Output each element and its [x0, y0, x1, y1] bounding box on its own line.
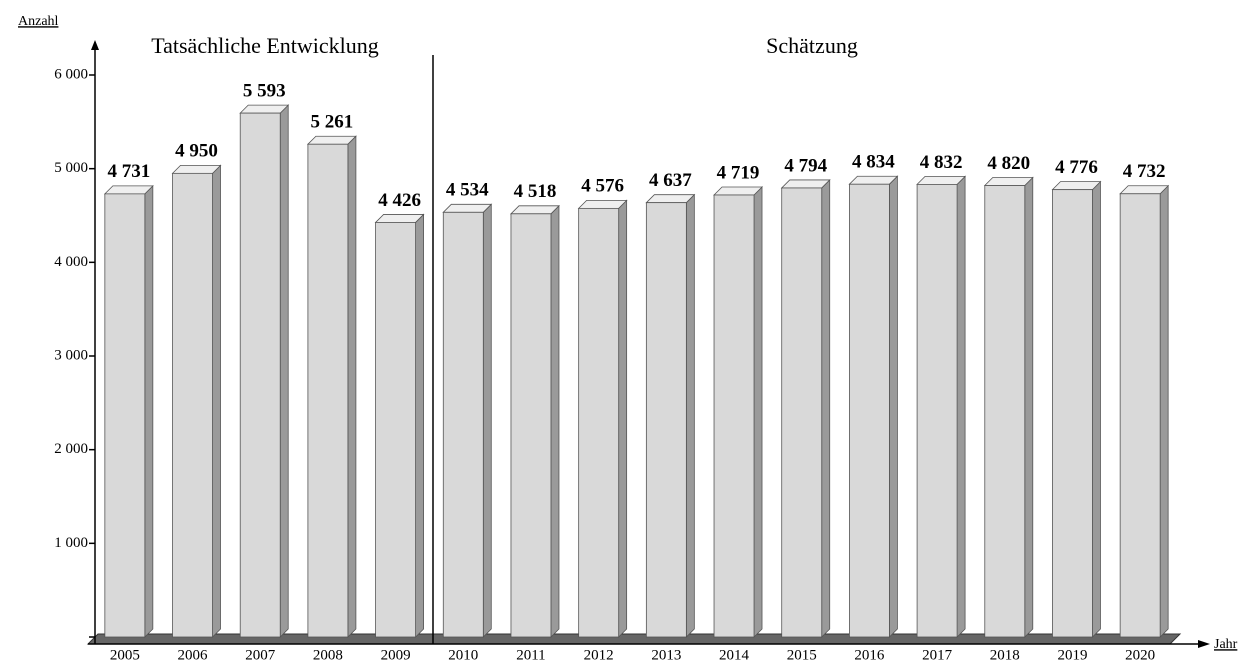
- bar: [645, 202, 687, 638]
- bar-side: [821, 178, 831, 638]
- bar-side: [144, 184, 154, 638]
- annotation: Tatsächliche Entwicklung: [151, 33, 379, 58]
- bar-top: [306, 135, 357, 145]
- bar-side: [618, 199, 628, 638]
- bar: [849, 183, 890, 638]
- y-tick-label: 3 000: [54, 347, 88, 363]
- bar: [307, 143, 349, 638]
- bar: [578, 207, 620, 638]
- bar-top: [848, 175, 899, 185]
- data-label: 4 534: [446, 180, 489, 201]
- data-label: 4 820: [987, 153, 1030, 174]
- bar-top: [103, 185, 154, 195]
- bar-side: [482, 203, 492, 638]
- data-label: 4 719: [717, 162, 760, 183]
- bar-side: [212, 164, 221, 638]
- bar-side: [550, 204, 560, 638]
- bar: [984, 185, 1026, 638]
- bar: [104, 193, 146, 638]
- data-label: 4 794: [784, 155, 827, 176]
- x-tick-label: 2018: [990, 647, 1020, 663]
- bar-top: [983, 177, 1034, 186]
- x-tick-label: 2006: [178, 647, 209, 663]
- bar-top: [374, 214, 425, 223]
- x-axis-arrow: [1198, 640, 1210, 648]
- data-label: 4 518: [514, 181, 557, 202]
- x-axis-label: Jahr: [1214, 637, 1238, 652]
- data-label: 5 593: [243, 80, 286, 101]
- x-tick-label: 2016: [854, 647, 885, 663]
- bar-top: [442, 203, 493, 213]
- bar-side: [1024, 176, 1034, 638]
- data-label: 4 732: [1123, 161, 1166, 182]
- bar-top: [171, 164, 222, 174]
- bar: [781, 187, 823, 638]
- bar-top: [577, 199, 628, 209]
- y-tick-label: 2 000: [54, 441, 88, 457]
- y-tick-label: 5 000: [54, 160, 88, 176]
- data-label: 4 576: [581, 176, 624, 197]
- bar: [442, 211, 484, 638]
- annotation: Schätzung: [766, 33, 858, 58]
- y-axis-label: Anzahl: [18, 14, 59, 29]
- x-tick-label: 2020: [1125, 647, 1155, 663]
- x-tick-label: 2007: [245, 647, 276, 663]
- x-tick-label: 2015: [787, 647, 817, 663]
- x-tick-label: 2014: [719, 647, 750, 663]
- data-label: 4 832: [920, 152, 963, 173]
- x-tick-label: 2005: [110, 647, 140, 663]
- data-label: 4 637: [649, 170, 692, 191]
- bar-top: [1119, 185, 1170, 195]
- bar: [375, 222, 416, 638]
- y-axis-arrow: [91, 40, 99, 50]
- x-tick-label: 2013: [651, 647, 681, 663]
- x-tick-label: 2010: [448, 647, 478, 663]
- bar-top: [510, 205, 560, 215]
- bar-side: [415, 213, 424, 638]
- x-tick-label: 2008: [313, 647, 343, 663]
- bar-top: [780, 179, 831, 189]
- y-tick-label: 4 000: [54, 254, 88, 270]
- x-tick-label: 2017: [922, 647, 953, 663]
- bar-top: [916, 176, 967, 185]
- x-tick-label: 2011: [516, 647, 545, 663]
- bar-side: [1159, 184, 1169, 638]
- x-tick-label: 2012: [584, 647, 614, 663]
- x-tick-label: 2019: [1057, 647, 1087, 663]
- data-label: 4 426: [378, 190, 421, 211]
- bar: [916, 184, 958, 638]
- bar: [239, 112, 281, 638]
- y-tick-label: 1 000: [54, 535, 88, 551]
- bar: [713, 194, 755, 638]
- x-tick-label: 2009: [381, 647, 411, 663]
- y-tick-label: 6 000: [54, 66, 88, 82]
- bar-side: [279, 104, 289, 638]
- bar-side: [956, 175, 966, 638]
- bar: [1119, 193, 1161, 638]
- data-label: 4 950: [175, 141, 218, 162]
- bar: [172, 172, 213, 638]
- bar: [510, 213, 552, 638]
- bar-top: [1051, 181, 1102, 191]
- bar-side: [347, 135, 357, 638]
- bar-top: [239, 104, 290, 114]
- bar-side: [889, 175, 898, 638]
- bar-top: [713, 186, 763, 196]
- bar-side: [753, 186, 763, 638]
- data-label: 5 261: [311, 112, 354, 133]
- bar-side: [685, 193, 695, 638]
- bar-side: [1092, 180, 1101, 638]
- bar-top: [645, 194, 696, 204]
- data-label: 4 731: [107, 161, 150, 182]
- bar: [1052, 189, 1093, 638]
- data-label: 4 776: [1055, 157, 1098, 178]
- data-label: 4 834: [852, 152, 895, 173]
